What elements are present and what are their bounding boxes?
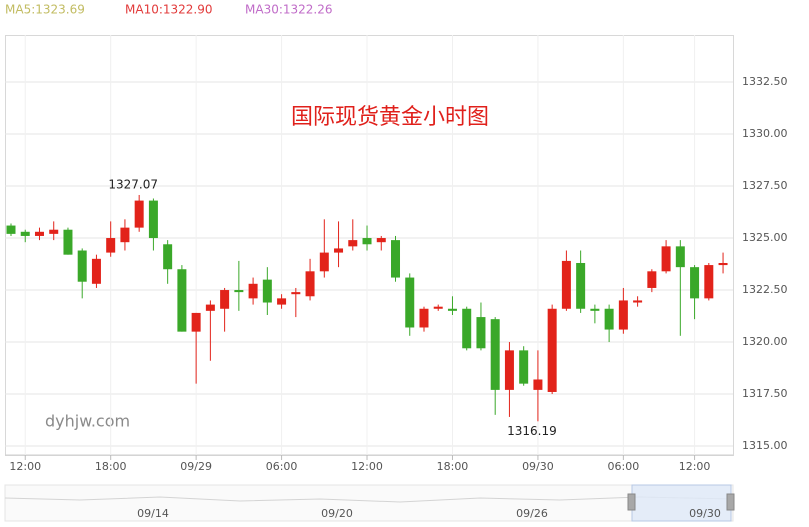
- candle-body: [590, 308, 600, 311]
- chart-title: 国际现货黄金小时图: [291, 105, 489, 130]
- y-tick-label: 1322.50: [742, 283, 788, 296]
- low-label: 1316.19: [507, 424, 557, 438]
- y-tick-label: 1317.50: [742, 387, 788, 400]
- candle-body: [220, 290, 230, 309]
- candle-body: [462, 308, 472, 349]
- candle-body: [633, 300, 643, 303]
- navigator-label: 09/26: [516, 507, 548, 520]
- y-tick-label: 1320.00: [742, 335, 788, 348]
- x-tick-label: 09/29: [180, 460, 212, 473]
- candle-body: [661, 246, 671, 272]
- navigator-label: 09/30: [689, 507, 721, 520]
- candle-body: [704, 265, 714, 299]
- candle-body: [291, 292, 301, 295]
- candle-body: [533, 379, 543, 390]
- navigator-label: 09/14: [137, 507, 169, 520]
- candle-body: [106, 238, 116, 253]
- x-tick-label: 06:00: [608, 460, 640, 473]
- candle-body: [177, 269, 187, 332]
- candle-body: [134, 200, 144, 228]
- candle-body: [277, 298, 287, 305]
- candle-body: [77, 250, 87, 282]
- candle-body: [604, 308, 614, 330]
- candle-body: [163, 244, 173, 270]
- watermark: dyhjw.com: [45, 412, 130, 431]
- y-tick-label: 1332.50: [742, 75, 788, 88]
- candle-body: [262, 279, 272, 303]
- x-tick-label: 12:00: [679, 460, 711, 473]
- legend-entry: MA5:1323.69: [5, 3, 85, 17]
- candle-body: [618, 300, 628, 330]
- candle-body: [234, 290, 244, 293]
- candle-body: [248, 283, 258, 299]
- candle-body: [504, 350, 514, 390]
- navigator-handle[interactable]: [726, 493, 735, 511]
- navigator-series: [4, 496, 734, 503]
- candle-body: [63, 229, 73, 255]
- candle-body: [120, 227, 130, 243]
- y-tick-label: 1315.00: [742, 439, 788, 452]
- candle-body: [547, 308, 557, 392]
- candle-body: [376, 238, 386, 243]
- candle-body: [419, 308, 429, 328]
- y-tick-label: 1330.00: [742, 127, 788, 140]
- candle-body: [205, 304, 215, 311]
- candle-body: [362, 238, 372, 245]
- candle-body: [647, 271, 657, 288]
- x-tick-label: 18:00: [95, 460, 127, 473]
- x-tick-label: 06:00: [266, 460, 298, 473]
- candle-body: [34, 231, 44, 236]
- candle-body: [305, 271, 315, 297]
- legend-entry: MA30:1322.26: [245, 3, 333, 17]
- candle-body: [20, 231, 30, 236]
- candle-body: [334, 248, 344, 253]
- x-tick-label: 18:00: [437, 460, 469, 473]
- candle-body: [49, 229, 59, 234]
- legend-entry: MA10:1322.90: [125, 3, 213, 17]
- high-label: 1327.07: [108, 177, 158, 191]
- candle-body: [490, 319, 500, 390]
- candle-body: [391, 240, 401, 278]
- x-tick-label: 12:00: [9, 460, 41, 473]
- candle-body: [519, 350, 529, 384]
- candle-body: [148, 200, 158, 239]
- candle-body: [6, 225, 16, 234]
- candle-body: [690, 267, 700, 299]
- candle-body: [476, 317, 486, 349]
- x-tick-label: 09/30: [522, 460, 554, 473]
- candle-body: [561, 260, 571, 309]
- candle-body: [191, 312, 201, 332]
- y-tick-label: 1325.00: [742, 231, 788, 244]
- candle-body: [576, 262, 586, 309]
- candle-body: [447, 308, 457, 311]
- candle-body: [319, 252, 329, 272]
- navigator-handle[interactable]: [627, 493, 636, 511]
- candle-body: [433, 306, 443, 309]
- navigator-label: 09/20: [321, 507, 353, 520]
- x-tick-label: 12:00: [351, 460, 383, 473]
- candle-body: [405, 277, 415, 328]
- navigator[interactable]: [4, 484, 734, 522]
- candle-body: [675, 246, 685, 268]
- candle-body: [91, 258, 101, 284]
- y-tick-label: 1327.50: [742, 179, 788, 192]
- candle-body: [718, 262, 728, 266]
- candle-body: [348, 240, 358, 247]
